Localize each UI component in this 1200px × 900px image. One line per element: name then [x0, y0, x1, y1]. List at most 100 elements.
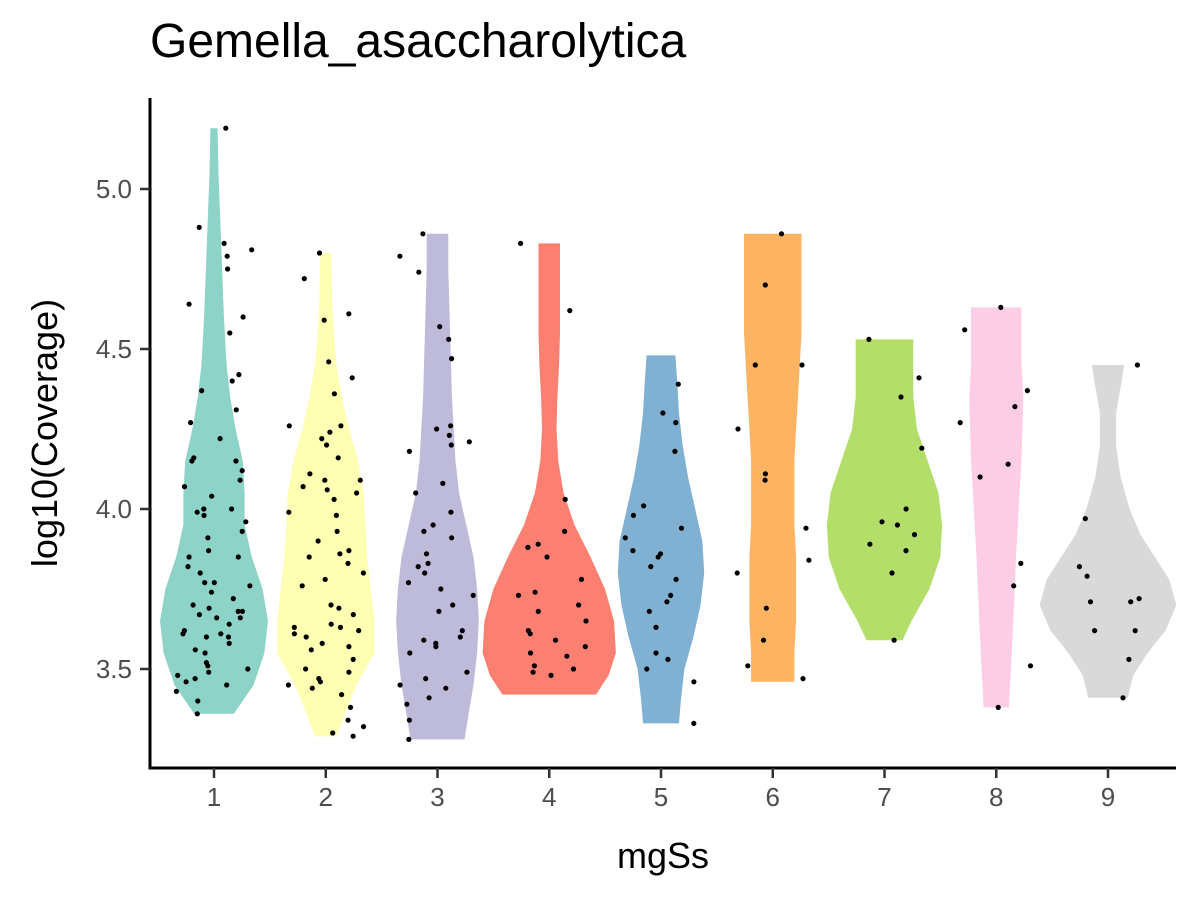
data-point [227, 330, 233, 336]
data-point [675, 381, 681, 387]
x-tick-label: 6 [766, 782, 780, 812]
data-point [214, 615, 220, 621]
data-point [752, 362, 758, 368]
data-point [201, 506, 207, 512]
data-point [345, 560, 351, 567]
data-point [544, 554, 550, 560]
data-point [315, 538, 321, 544]
data-point [229, 506, 235, 512]
data-point [345, 717, 351, 723]
data-point [763, 605, 769, 611]
data-point [324, 487, 330, 493]
data-point [1011, 583, 1017, 589]
data-point [664, 599, 670, 605]
data-point [356, 628, 362, 634]
data-point [336, 605, 342, 611]
data-point [449, 356, 455, 362]
data-point [181, 484, 188, 490]
data-point [337, 624, 343, 631]
data-point [185, 564, 191, 570]
x-tick-label: 9 [1101, 782, 1115, 812]
data-point [230, 596, 236, 602]
data-point [206, 548, 212, 554]
data-point [324, 442, 330, 448]
data-point [217, 436, 223, 442]
data-point [186, 301, 192, 307]
data-point [459, 628, 465, 634]
data-point [349, 375, 355, 381]
data-point [630, 512, 637, 519]
data-point [668, 592, 674, 599]
data-point [301, 276, 307, 282]
data-point [211, 580, 217, 586]
data-point [762, 282, 768, 288]
data-point [535, 608, 541, 615]
data-point [249, 247, 255, 253]
data-point [576, 602, 582, 608]
data-point [235, 554, 241, 560]
data-point [319, 436, 325, 442]
data-point [866, 336, 872, 342]
data-point [206, 669, 212, 675]
data-point [235, 608, 241, 615]
y-tick-label: 3.5 [96, 654, 132, 684]
data-point [660, 410, 666, 416]
data-point [530, 669, 536, 675]
data-point [406, 717, 412, 723]
data-point [326, 359, 332, 365]
data-point [416, 269, 422, 275]
data-point [1076, 564, 1082, 570]
data-point [405, 580, 412, 586]
data-point [867, 541, 873, 547]
data-point [190, 602, 196, 608]
data-point [903, 548, 909, 554]
data-point [449, 535, 455, 541]
data-point [350, 612, 356, 618]
data-point [433, 644, 439, 650]
data-point [525, 544, 531, 551]
data-point [470, 592, 476, 599]
data-point [552, 637, 559, 643]
data-point [1092, 628, 1098, 634]
data-point [333, 512, 339, 519]
data-point [331, 391, 337, 397]
data-point [691, 720, 697, 727]
data-point [306, 554, 312, 560]
data-point [653, 624, 659, 631]
data-point [448, 442, 454, 448]
data-point [397, 253, 403, 259]
data-point [622, 535, 628, 541]
violin-3 [396, 233, 479, 740]
data-point [286, 509, 292, 515]
data-point [194, 711, 200, 717]
x-axis-title: mgSs [617, 835, 709, 876]
data-point [1005, 461, 1011, 467]
data-point [578, 576, 585, 583]
data-point [223, 125, 229, 131]
violin-7 [826, 339, 943, 641]
data-point [548, 672, 554, 679]
data-point [1128, 599, 1134, 605]
data-point [518, 240, 524, 246]
data-point [354, 490, 360, 496]
data-point [406, 736, 412, 743]
data-point [415, 564, 421, 570]
x-tick-label: 4 [542, 782, 556, 812]
data-point [916, 375, 922, 381]
data-point [648, 564, 654, 570]
data-point [641, 503, 647, 509]
data-point [806, 557, 812, 563]
data-point [962, 327, 968, 333]
violin-9 [1039, 365, 1177, 698]
data-point [448, 509, 454, 515]
data-point [800, 676, 806, 682]
data-point [673, 420, 679, 426]
data-point [335, 455, 341, 461]
data-point [1132, 628, 1138, 634]
x-tick-label: 3 [430, 782, 444, 812]
data-point [224, 253, 230, 259]
data-point [413, 490, 419, 496]
violin-8 [969, 307, 1024, 708]
data-point [339, 692, 345, 698]
data-point [205, 535, 211, 541]
